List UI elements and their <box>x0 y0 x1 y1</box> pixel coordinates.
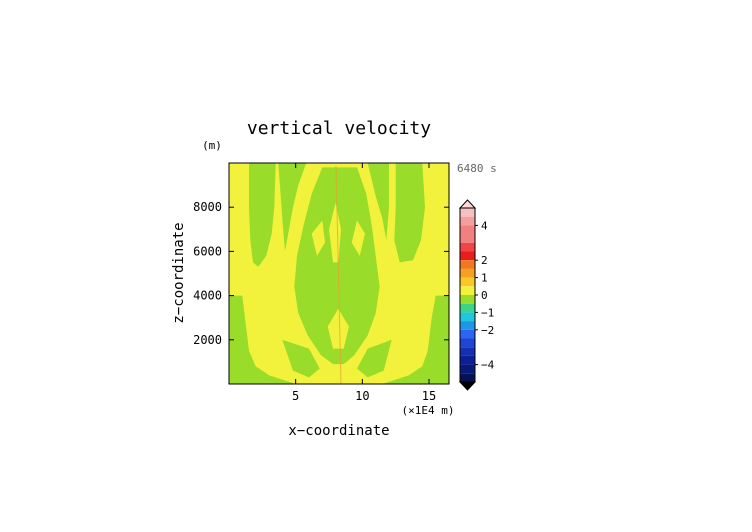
y-tick-label: 6000 <box>193 244 222 258</box>
y-tick-label: 2000 <box>193 333 222 347</box>
y-tick-label: 4000 <box>193 289 222 303</box>
contour-region-10 <box>311 220 325 256</box>
colorbar-label: 4 <box>481 219 488 232</box>
colorbar-label: −4 <box>481 359 495 372</box>
center-streak <box>335 165 342 384</box>
colorbar-label: −2 <box>481 324 494 337</box>
colorbar-level <box>460 321 475 330</box>
contour-region-8 <box>357 339 392 378</box>
contour-region-7 <box>282 339 320 378</box>
colorbar-level <box>460 225 475 243</box>
colorbar-label: 0 <box>481 289 488 302</box>
x-axis-ticks: 5 10 15 <box>292 163 436 403</box>
contour-region-11 <box>351 220 365 256</box>
colorbar-level <box>460 268 475 278</box>
colorbar-level <box>460 251 475 261</box>
contour-region-6 <box>294 167 380 365</box>
x-tick-label: 10 <box>355 389 369 403</box>
colorbar-level <box>460 355 475 365</box>
colorbar-level <box>460 347 475 356</box>
y-unit-label: (m) <box>202 139 222 152</box>
contour-region-1 <box>382 295 449 384</box>
colorbar-label: −1 <box>481 306 494 319</box>
plot-frame <box>228 162 450 385</box>
colorbar-level <box>460 208 475 217</box>
contour-region-0 <box>229 295 296 384</box>
colorbar-level <box>460 364 475 374</box>
colorbar-over-triangle <box>458 199 477 209</box>
y-axis-label: z−coordinate <box>171 222 187 323</box>
contour-region-2 <box>249 163 276 267</box>
y-tick-label: 8000 <box>193 200 222 214</box>
plot-area <box>229 163 449 384</box>
colorbar-level <box>460 329 475 339</box>
colorbar: 4 2 1 0 −1 −2 −4 <box>458 199 495 391</box>
colorbar-level <box>460 312 475 322</box>
x-tick-label: 15 <box>422 389 436 403</box>
colorbar-level <box>460 295 475 304</box>
colorbar-levels <box>460 208 475 382</box>
contour-region-12 <box>327 308 349 349</box>
colorbar-level <box>460 338 475 348</box>
contour-region-3 <box>394 163 425 263</box>
contour-region-5 <box>367 163 389 241</box>
colorbar-level <box>460 260 475 269</box>
contour-region-4 <box>278 163 307 252</box>
y-axis-ticks: 2000 4000 6000 8000 <box>193 200 449 347</box>
x-tick-label: 5 <box>292 389 299 403</box>
colorbar-level <box>460 373 475 382</box>
colorbar-label: 2 <box>481 254 488 267</box>
contour-regions <box>229 163 449 384</box>
chart-title: vertical velocity <box>247 118 431 139</box>
colorbar-label: 1 <box>481 272 488 285</box>
colorbar-level <box>460 277 475 287</box>
colorbar-under-triangle <box>458 381 477 391</box>
time-label: 6480 s <box>457 162 497 175</box>
colorbar-level <box>460 242 475 252</box>
colorbar-level <box>460 286 475 295</box>
x-axis-label: x−coordinate <box>288 423 389 439</box>
x-unit-label: (×1E4 m) <box>402 404 455 417</box>
colorbar-level <box>460 216 475 226</box>
colorbar-labels: 4 2 1 0 −1 −2 −4 <box>475 219 495 372</box>
colorbar-level <box>460 303 475 313</box>
